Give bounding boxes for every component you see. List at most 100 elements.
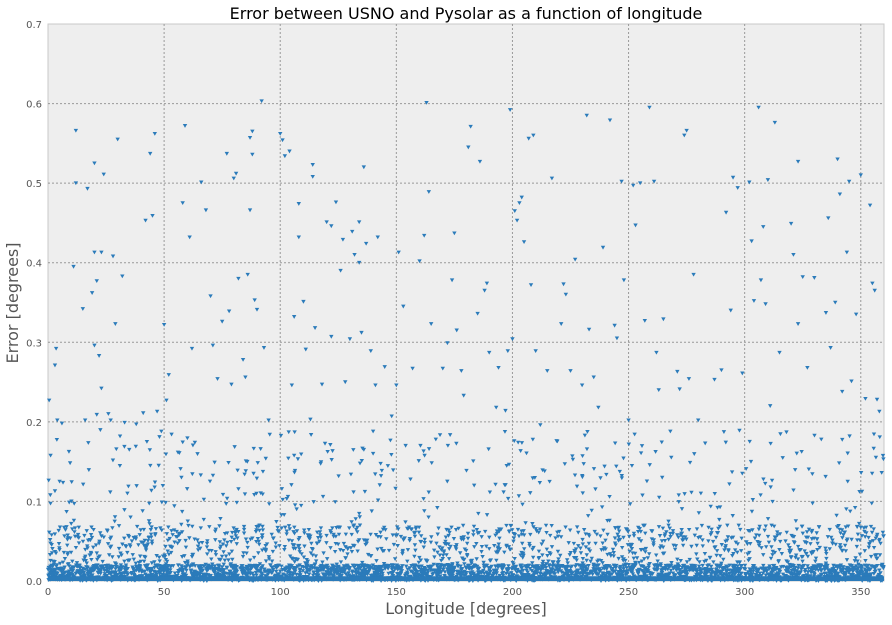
data-point (341, 567, 347, 572)
data-point (181, 567, 186, 572)
data-point (838, 563, 844, 568)
data-point (748, 571, 753, 576)
data-point (493, 405, 499, 410)
data-point (89, 525, 94, 530)
data-point (687, 557, 692, 562)
data-point (570, 571, 575, 576)
data-point (742, 563, 748, 568)
data-point (638, 451, 644, 456)
data-point (372, 564, 377, 569)
data-point (465, 536, 471, 541)
data-point (219, 554, 225, 559)
data-point (718, 564, 723, 568)
data-point (302, 531, 307, 536)
data-point (75, 534, 80, 539)
data-point (844, 507, 849, 512)
data-point (149, 561, 155, 566)
data-point (251, 471, 256, 476)
data-point (717, 517, 722, 522)
data-point (72, 526, 78, 531)
data-point (225, 540, 230, 545)
data-point (589, 508, 594, 513)
data-point (661, 317, 666, 322)
data-point (842, 530, 847, 535)
data-point (520, 502, 525, 507)
data-point (459, 369, 464, 373)
data-point (623, 527, 629, 531)
data-point (525, 572, 531, 577)
data-point (405, 572, 410, 577)
data-point (141, 411, 146, 416)
data-point (118, 565, 123, 570)
data-point (467, 571, 473, 576)
data-point (217, 540, 223, 545)
data-point (584, 553, 589, 558)
data-point (651, 543, 656, 548)
data-point (716, 574, 721, 579)
data-point (825, 573, 830, 578)
data-point (791, 540, 797, 545)
data-point (116, 524, 122, 528)
data-point (212, 564, 217, 569)
data-point (347, 526, 352, 531)
data-point (147, 522, 152, 526)
data-point (72, 501, 77, 506)
data-point (176, 569, 182, 574)
data-point (825, 535, 831, 539)
data-point (211, 569, 216, 574)
data-point (286, 456, 291, 461)
data-point (262, 547, 267, 552)
data-point (461, 393, 466, 398)
data-point (631, 565, 636, 570)
data-point (446, 528, 452, 533)
data-point (861, 526, 867, 531)
data-point (389, 571, 394, 575)
data-point (692, 533, 698, 538)
data-point (686, 527, 692, 532)
data-point (371, 573, 376, 578)
data-point (336, 542, 341, 547)
data-point (871, 446, 876, 451)
data-point (754, 570, 759, 575)
data-point (638, 529, 644, 534)
data-point (416, 530, 422, 535)
data-point (798, 548, 803, 552)
data-point (721, 557, 726, 562)
data-point (723, 440, 728, 445)
data-point (456, 526, 461, 531)
data-point (511, 539, 516, 544)
data-point (636, 560, 642, 565)
data-point (471, 573, 476, 578)
data-point (484, 570, 489, 575)
data-point (536, 549, 542, 554)
data-point (633, 223, 638, 228)
data-point (765, 178, 771, 182)
data-point (612, 536, 618, 541)
data-point (277, 544, 282, 548)
data-point (260, 548, 265, 553)
data-point (185, 519, 190, 524)
data-point (190, 552, 196, 557)
data-point (761, 225, 766, 229)
data-point (639, 569, 645, 573)
data-point (242, 492, 248, 497)
data-point (130, 567, 136, 572)
data-point (190, 562, 196, 567)
data-point (806, 467, 812, 472)
data-point (663, 565, 669, 570)
data-point (563, 525, 568, 530)
data-point (396, 564, 401, 569)
data-point (142, 538, 147, 543)
x-tick-label: 100 (271, 587, 290, 598)
data-point (518, 553, 523, 558)
data-point (858, 173, 863, 178)
data-point (69, 499, 74, 504)
data-point (482, 571, 487, 576)
data-point (531, 525, 536, 530)
data-point (188, 564, 193, 569)
data-point (607, 118, 613, 123)
data-point (702, 551, 708, 556)
data-point (504, 523, 509, 528)
data-point (683, 535, 688, 540)
data-point (493, 482, 498, 487)
